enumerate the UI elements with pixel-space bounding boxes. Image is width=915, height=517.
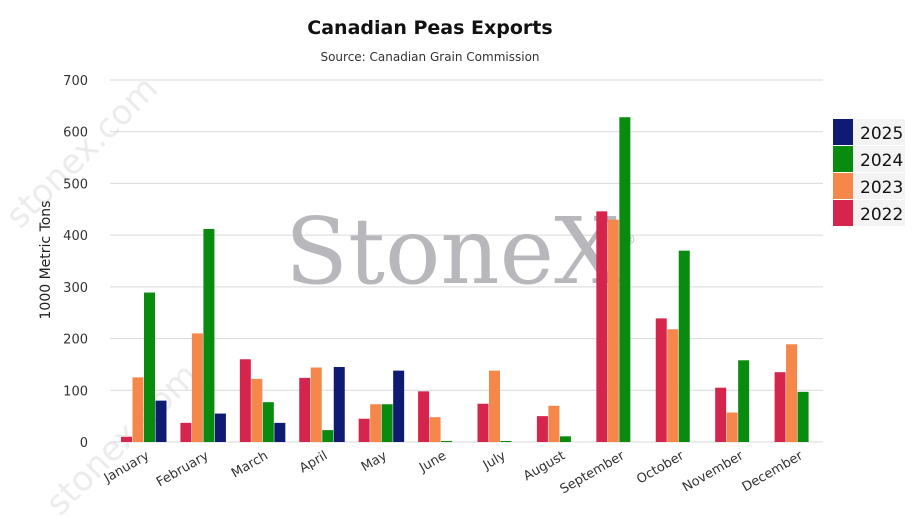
bar-2022-september[interactable] [596,211,608,442]
bar-2022-december[interactable] [774,372,786,442]
watermark: StoneX [285,198,620,305]
x-tick-label: September [558,448,628,497]
bar-2023-july[interactable] [489,370,500,442]
bar-2022-june[interactable] [418,391,430,442]
bar-2024-april[interactable] [322,430,334,442]
bar-2025-january[interactable] [155,400,167,442]
y-axis: 0 100 200 300 400 500 600 700 [63,74,88,451]
bar-2024-october[interactable] [678,250,690,442]
legend-label-2022[interactable]: 2022 [860,205,903,225]
x-tick-label: October [634,448,687,487]
bar-2024-january[interactable] [144,292,155,442]
legend-label-2024[interactable]: 2024 [860,151,903,171]
bar-2023-september[interactable] [607,219,619,442]
legend-swatch-2025[interactable] [833,119,853,145]
y-tick-label: 400 [63,229,88,244]
bar-2023-october[interactable] [667,329,679,442]
bar-2024-september[interactable] [619,117,631,442]
bar-2023-december[interactable] [786,344,798,442]
legend-item-bg [853,173,905,199]
bar-2024-august[interactable] [559,436,571,442]
bar-2022-march[interactable] [239,359,251,442]
legend-item-bg [853,200,905,226]
bar-2024-march[interactable] [262,402,274,442]
bars [121,117,809,442]
bar-2022-february[interactable] [180,422,192,442]
bar-2022-april[interactable] [299,377,311,442]
legend-label-2025[interactable]: 2025 [860,124,903,144]
watermark-side-top: stonex.com [0,69,166,237]
bar-2023-november[interactable] [726,412,738,442]
y-tick-label: 300 [63,281,88,296]
legend-item-bg [853,146,905,172]
y-tick-label: 500 [63,177,88,192]
bar-2023-june[interactable] [429,417,441,442]
bar-2024-may[interactable] [381,404,393,442]
bar-2024-december[interactable] [797,391,809,442]
bar-2023-april[interactable] [310,367,322,442]
y-tick-label: 100 [63,384,88,399]
bar-2023-march[interactable] [251,378,263,442]
x-tick-label: March [229,448,271,481]
x-tick-label: July [480,448,509,473]
bar-2022-october[interactable] [655,318,667,442]
y-tick-label: 600 [63,126,88,141]
y-axis-label: 1000 Metric Tons [38,201,54,320]
chart-title: Canadian Peas Exports [307,17,552,39]
bar-2025-march[interactable] [274,422,286,442]
x-axis: January February March April May June July Augu… [101,448,806,497]
x-tick-label: December [740,448,806,495]
bar-2023-may[interactable] [370,404,382,442]
bar-2025-may[interactable] [393,370,405,442]
bar-2024-november[interactable] [738,360,750,442]
bar-2022-july[interactable] [477,403,489,442]
bar-2024-june[interactable] [441,440,453,442]
chart-subtitle: Source: Canadian Grain Commission [320,50,539,64]
bar-2022-august[interactable] [536,416,548,442]
gridlines [110,79,823,443]
bar-2023-january[interactable] [132,377,144,442]
legend-item-bg [853,119,905,145]
legend-swatch-2024[interactable] [833,146,853,172]
bar-2022-november[interactable] [715,387,727,442]
bar-2023-february[interactable] [191,333,203,442]
bar-2025-february[interactable] [214,413,226,442]
bar-2024-february[interactable] [203,228,215,442]
x-tick-label: June [416,448,449,476]
x-tick-label: August [521,448,568,484]
bar-2023-august[interactable] [548,405,560,442]
y-tick-label: 700 [63,74,88,89]
legend-label-2023[interactable]: 2023 [860,178,903,198]
x-tick-label: April [297,448,330,476]
x-tick-label: May [359,448,390,475]
legend: 2025 2024 2023 2022 [833,119,905,226]
x-tick-label: February [154,448,212,490]
bar-2022-january[interactable] [121,436,132,442]
y-tick-label: 200 [63,333,88,348]
legend-swatch-2023[interactable] [833,173,853,199]
y-tick-label: 0 [80,436,88,451]
bar-2024-july[interactable] [500,440,512,442]
x-tick-label: November [680,448,747,495]
bar-2022-may[interactable] [358,418,370,442]
bar-2025-april[interactable] [333,367,345,442]
legend-swatch-2022[interactable] [833,200,853,226]
